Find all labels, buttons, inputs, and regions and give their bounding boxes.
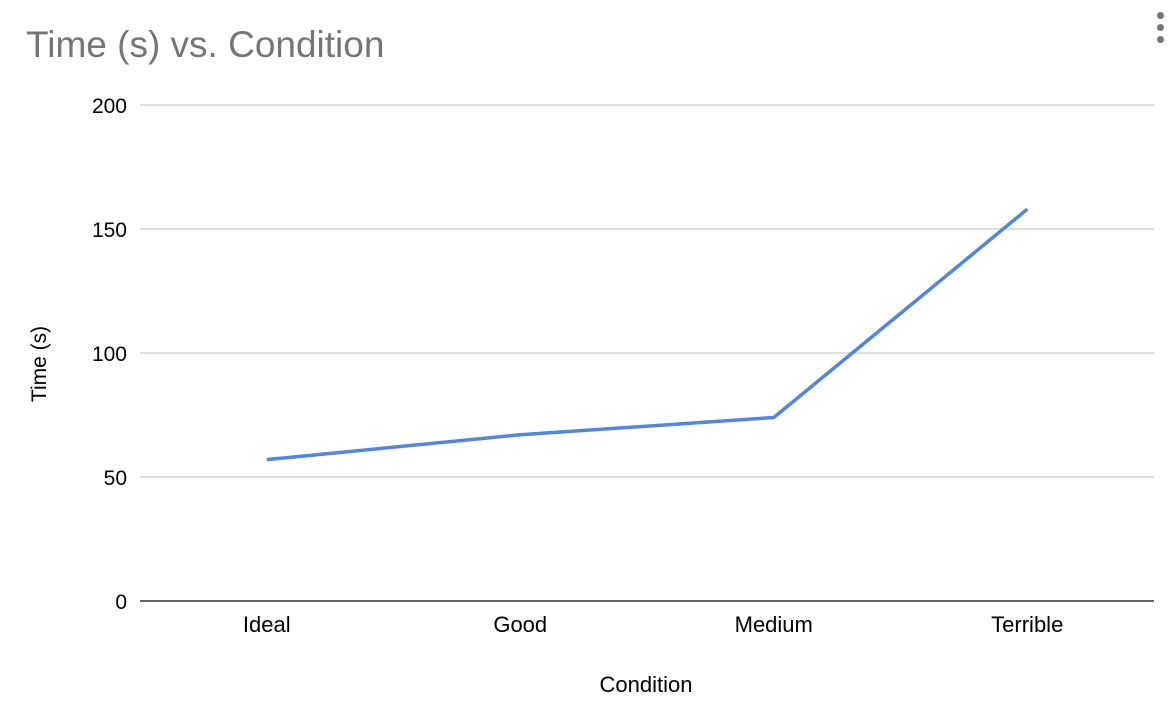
more-vert-icon-dot <box>1157 36 1164 43</box>
y-tick-label: 50 <box>104 467 127 490</box>
y-tick-label: 150 <box>92 219 127 242</box>
y-tick-label: 100 <box>92 343 127 366</box>
series-line <box>266 207 1029 462</box>
x-axis-ticks: Ideal Good Medium Terrible <box>243 612 1063 637</box>
more-vert-icon-dot <box>1157 24 1164 31</box>
series-layer <box>266 207 1029 462</box>
x-tick-label: Medium <box>735 612 813 637</box>
chart-title: Time (s) vs. Condition <box>26 24 385 65</box>
x-tick-label: Ideal <box>243 612 291 637</box>
more-options-button[interactable] <box>1150 10 1172 46</box>
y-tick-label: 200 <box>92 95 127 118</box>
more-vert-icon <box>1157 12 1164 19</box>
x-tick-label: Terrible <box>991 612 1063 637</box>
x-tick-label: Good <box>493 612 547 637</box>
y-axis-ticks: 0 50 100 150 200 <box>92 95 127 614</box>
gridlines <box>140 104 1154 602</box>
y-tick-label: 0 <box>115 591 127 614</box>
y-axis-title: Time (s) <box>28 326 51 402</box>
x-axis-title: Condition <box>600 672 693 697</box>
